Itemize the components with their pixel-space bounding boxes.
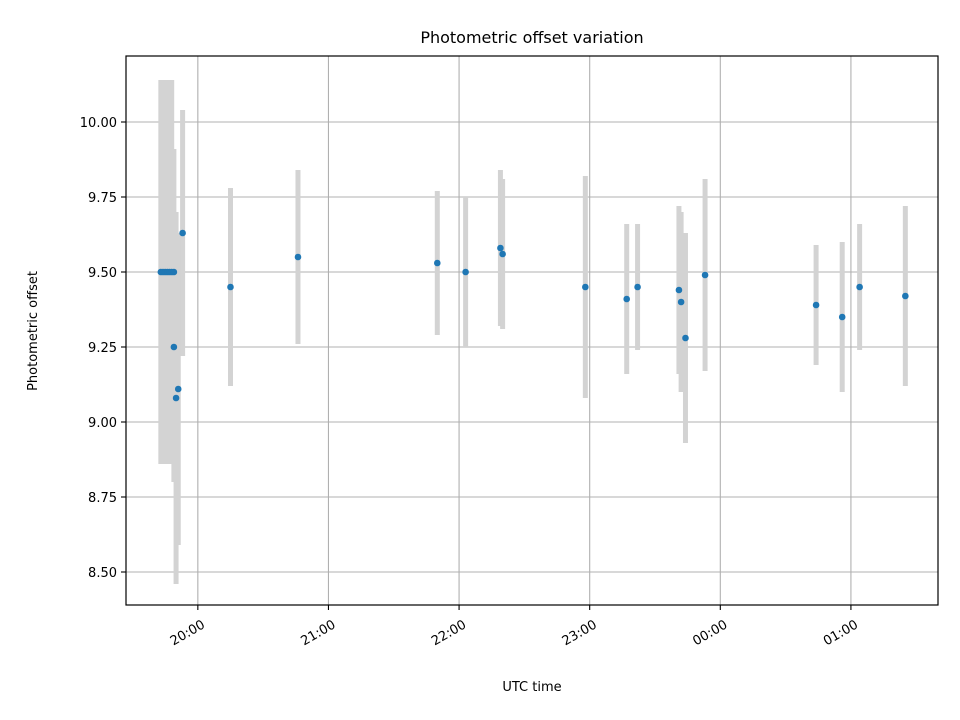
y-axis-ticks: 8.50 8.75 9.00 9.25 9.50 9.75 10.00 [80,116,126,581]
y-tick-label: 9.25 [88,341,117,356]
data-point [677,298,685,306]
data-point [682,334,689,342]
data-point [701,271,709,279]
y-tick-label: 9.00 [88,416,117,431]
data-point [294,253,302,261]
x-axis-label: UTC time [502,680,561,695]
data-point [174,385,182,393]
y-tick-label: 8.75 [88,491,117,506]
data-point [623,295,630,303]
data-point [838,313,846,321]
data-point [497,244,504,252]
data-point [902,292,909,300]
y-axis-label: Photometric offset [26,271,41,391]
data-point [179,229,186,237]
y-tick-label: 8.50 [88,566,117,581]
data-point [812,301,820,309]
data-point [582,283,589,291]
y-tick-label: 9.75 [88,191,117,206]
data-point [434,259,441,267]
y-tick-label: 9.50 [88,266,117,281]
data-point [675,286,683,294]
data-point [634,283,641,291]
plot-frame [125,55,939,606]
data-point [499,250,506,258]
data-point [172,394,180,402]
data-point [462,268,469,276]
data-point [170,343,178,351]
chart-title: Photometric offset variation [420,28,643,47]
y-tick-label: 10.00 [80,116,117,131]
data-point [856,283,863,291]
grid-lines [126,56,938,605]
data-point [170,268,178,276]
data-point [227,283,234,291]
data-points [157,229,909,402]
